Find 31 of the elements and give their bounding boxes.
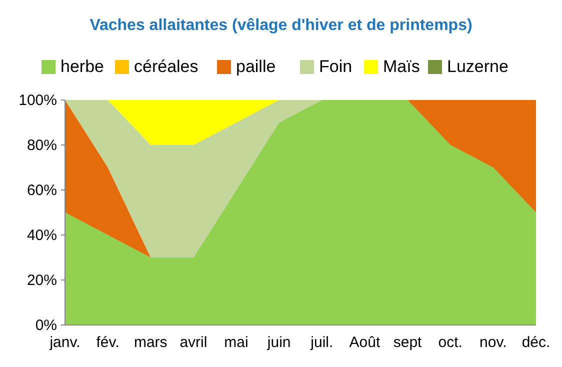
x-tick-label: fév. — [96, 334, 120, 351]
x-tick-label: mars — [134, 334, 168, 351]
y-tick-label: 0% — [35, 317, 57, 334]
x-tick-label: juil. — [310, 334, 334, 351]
legend-entry: céréales — [115, 57, 198, 76]
legend-label: Maïs — [383, 57, 420, 76]
y-tick-label: 40% — [26, 227, 57, 244]
x-tick-label: Août — [349, 334, 381, 351]
y-tick-label: 80% — [26, 137, 57, 154]
x-tick-label: sept — [393, 334, 423, 351]
legend-label: céréales — [134, 57, 198, 76]
legend-entry: Luzerne — [428, 57, 508, 76]
legend-entry: paille — [217, 57, 276, 76]
legend-entry: Maïs — [364, 57, 420, 76]
legend-label: Foin — [319, 57, 352, 76]
y-tick-label: 100% — [18, 92, 57, 109]
legend-label: paille — [236, 57, 276, 76]
legend-entry: herbe — [42, 57, 104, 76]
x-tick-label: janv. — [48, 334, 80, 351]
x-tick-label: avril — [180, 334, 208, 351]
y-tick-label: 20% — [26, 272, 57, 289]
x-tick-label: oct. — [438, 334, 462, 351]
y-tick-label: 60% — [26, 182, 57, 199]
x-tick-label: mai — [224, 334, 248, 351]
x-tick-label: nov. — [480, 334, 507, 351]
legend-label: Luzerne — [447, 57, 508, 76]
chart-title: Vaches allaitantes (vêlage d'hiver et de printemps) — [90, 17, 472, 34]
x-tick-label: déc. — [522, 334, 550, 351]
x-tick-label: juin — [266, 334, 291, 351]
legend-entry: Foin — [300, 57, 352, 76]
legend-label: herbe — [60, 57, 104, 76]
